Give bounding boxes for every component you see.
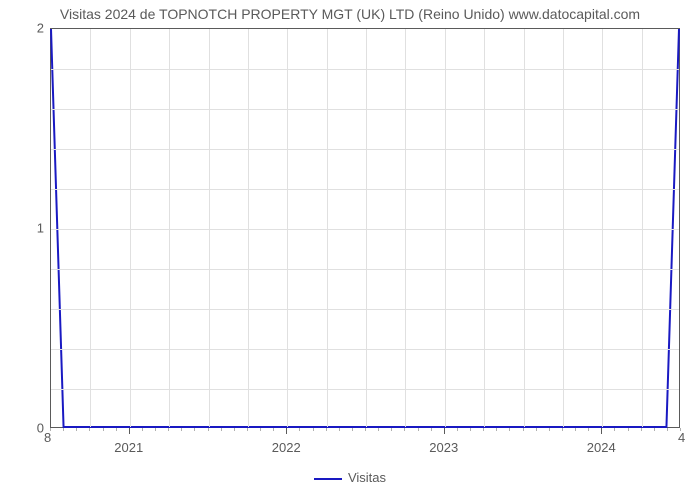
secondary-axis-label-left: 8	[44, 430, 51, 445]
x-tick-label: 2023	[429, 440, 458, 455]
x-tick-minor	[339, 428, 340, 431]
chart-title: Visitas 2024 de TOPNOTCH PROPERTY MGT (U…	[0, 0, 700, 22]
x-tick-minor	[155, 428, 156, 431]
x-tick-minor	[588, 428, 589, 431]
x-tick-minor	[418, 428, 419, 431]
gridline-v	[287, 29, 288, 427]
x-tick-major	[601, 428, 602, 434]
legend: Visitas	[0, 470, 700, 485]
x-tick-minor	[628, 428, 629, 431]
x-tick-minor	[549, 428, 550, 431]
gridline-v	[209, 29, 210, 427]
x-tick-minor	[326, 428, 327, 431]
legend-label: Visitas	[348, 470, 386, 485]
gridline-v	[445, 29, 446, 427]
x-tick-minor	[391, 428, 392, 431]
x-tick-minor	[654, 428, 655, 431]
x-tick-minor	[181, 428, 182, 431]
x-tick-minor	[63, 428, 64, 431]
x-tick-minor	[142, 428, 143, 431]
x-tick-minor	[89, 428, 90, 431]
secondary-axis-label-right: 4	[678, 430, 685, 445]
x-tick-label: 2022	[272, 440, 301, 455]
gridline-v	[130, 29, 131, 427]
gridline-h	[51, 349, 679, 350]
gridline-v	[248, 29, 249, 427]
x-tick-minor	[76, 428, 77, 431]
gridline-h	[51, 69, 679, 70]
gridline-h	[51, 269, 679, 270]
gridline-v	[563, 29, 564, 427]
gridline-v	[90, 29, 91, 427]
x-tick-minor	[260, 428, 261, 431]
chart-container: Visitas 2024 de TOPNOTCH PROPERTY MGT (U…	[0, 0, 700, 500]
x-tick-minor	[378, 428, 379, 431]
gridline-v	[524, 29, 525, 427]
x-tick-label: 2021	[114, 440, 143, 455]
x-tick-minor	[103, 428, 104, 431]
x-tick-minor	[208, 428, 209, 431]
gridline-h	[51, 229, 679, 230]
x-tick-minor	[194, 428, 195, 431]
gridline-h	[51, 309, 679, 310]
x-tick-minor	[116, 428, 117, 431]
x-tick-minor	[168, 428, 169, 431]
x-tick-minor	[496, 428, 497, 431]
x-tick-minor	[352, 428, 353, 431]
gridline-v	[642, 29, 643, 427]
gridline-v	[366, 29, 367, 427]
x-tick-minor	[470, 428, 471, 431]
x-tick-minor	[234, 428, 235, 431]
legend-swatch	[314, 478, 342, 480]
x-tick-minor	[667, 428, 668, 431]
y-tick-label: 2	[30, 21, 44, 36]
x-tick-minor	[247, 428, 248, 431]
x-tick-major	[286, 428, 287, 434]
gridline-v	[484, 29, 485, 427]
x-tick-minor	[523, 428, 524, 431]
x-tick-minor	[365, 428, 366, 431]
x-tick-minor	[575, 428, 576, 431]
x-tick-minor	[457, 428, 458, 431]
x-tick-minor	[562, 428, 563, 431]
y-tick-label: 1	[30, 221, 44, 236]
x-tick-minor	[431, 428, 432, 431]
x-tick-minor	[483, 428, 484, 431]
gridline-v	[405, 29, 406, 427]
x-tick-minor	[641, 428, 642, 431]
gridline-v	[602, 29, 603, 427]
gridline-v	[169, 29, 170, 427]
x-tick-major	[444, 428, 445, 434]
x-tick-minor	[313, 428, 314, 431]
x-tick-minor	[299, 428, 300, 431]
x-tick-minor	[614, 428, 615, 431]
x-tick-minor	[404, 428, 405, 431]
gridline-v	[327, 29, 328, 427]
gridline-h	[51, 189, 679, 190]
line-series	[51, 29, 679, 427]
gridline-h	[51, 149, 679, 150]
plot-area	[50, 28, 680, 428]
y-tick-label: 0	[30, 421, 44, 436]
gridline-h	[51, 389, 679, 390]
x-tick-minor	[509, 428, 510, 431]
gridline-h	[51, 109, 679, 110]
x-tick-minor	[221, 428, 222, 431]
x-tick-minor	[536, 428, 537, 431]
x-tick-label: 2024	[587, 440, 616, 455]
x-tick-major	[129, 428, 130, 434]
x-tick-minor	[273, 428, 274, 431]
